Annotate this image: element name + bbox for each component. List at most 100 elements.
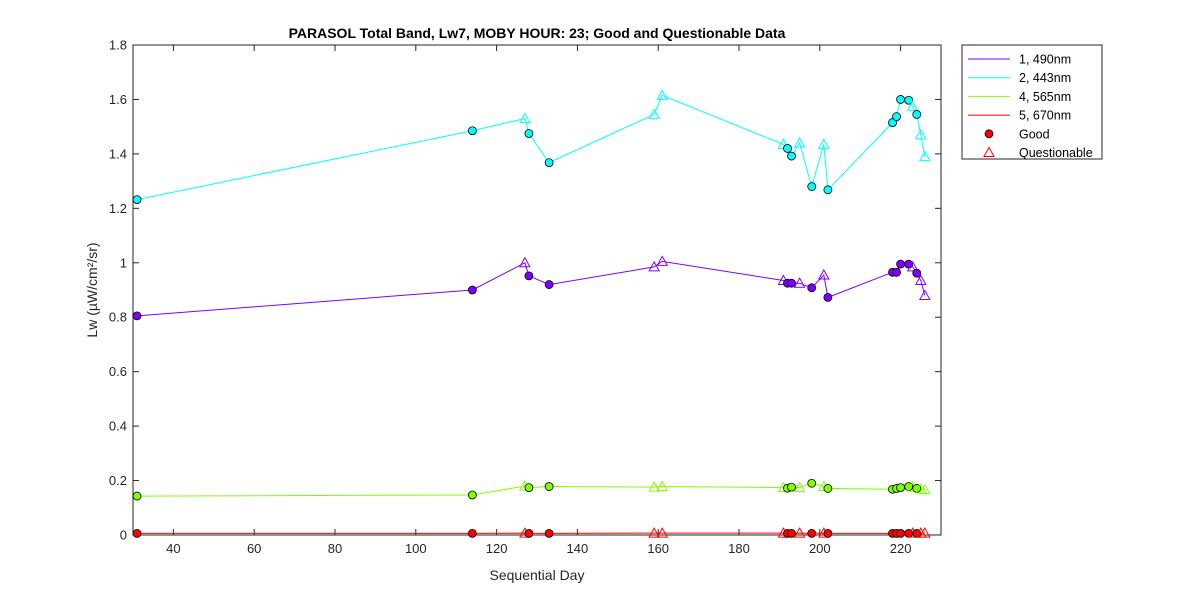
x-tick-label: 120 (486, 541, 508, 556)
good-point (904, 95, 914, 105)
legend-label: 4, 565nm (1019, 90, 1071, 104)
y-tick-label: 1.6 (109, 92, 127, 107)
good-point (524, 528, 534, 538)
x-tick-label: 40 (166, 541, 180, 556)
good-point (524, 483, 534, 493)
questionable-point (918, 527, 931, 538)
good-point (544, 280, 554, 289)
good-point (132, 528, 142, 538)
x-tick-label: 140 (567, 541, 589, 556)
good-point (132, 311, 142, 321)
good-point (896, 259, 905, 269)
good-point (524, 271, 534, 281)
good-point (524, 129, 534, 138)
x-tick-label: 160 (647, 541, 669, 556)
questionable-point (817, 268, 830, 280)
good-point (544, 482, 554, 491)
y-tick-label: 0.6 (109, 364, 127, 379)
questionable-point (906, 260, 919, 272)
y-axis-label: Lw (µW/cm²/sr) (84, 242, 100, 337)
legend-label: 2, 443nm (1019, 71, 1071, 85)
y-tick-label: 0.2 (109, 473, 127, 488)
x-tick-label: 200 (809, 541, 831, 556)
good-point (892, 112, 901, 121)
x-tick-label: 180 (728, 541, 750, 556)
y-tick-label: 1.2 (109, 201, 127, 216)
good-point (823, 484, 833, 493)
x-tick-label: 80 (328, 541, 342, 556)
questionable-point (656, 89, 669, 100)
legend-label: 5, 670nm (1019, 109, 1071, 123)
questionable-point (793, 136, 806, 148)
good-point (823, 185, 833, 195)
questionable-point (519, 112, 531, 123)
chart-title: PARASOL Total Band, Lw7, MOBY HOUR: 23; … (289, 25, 786, 41)
questionable-point (648, 260, 661, 272)
good-point (807, 283, 817, 293)
y-tick-label: 0 (120, 528, 127, 543)
questionable-point (656, 255, 669, 266)
questionable-point (793, 527, 806, 538)
good-point (807, 182, 817, 191)
legend: 1, 490nm 2, 443nm 4, 565nm 5, 670nm Good Ques… (961, 44, 1103, 160)
x-tick-label: 60 (247, 541, 261, 556)
questionable-point (918, 289, 931, 300)
y-tick-label: 1.4 (109, 146, 127, 161)
good-point (892, 267, 901, 277)
questionable-point (918, 483, 931, 495)
good-point (467, 126, 477, 136)
questionable-point (914, 274, 927, 285)
legend-label: Questionable (1019, 146, 1093, 160)
good-point (912, 110, 922, 119)
legend-label: Good (1019, 127, 1050, 141)
good-point (904, 482, 914, 491)
good-point (544, 158, 554, 168)
good-point (807, 528, 817, 538)
x-axis-label: Sequential Day (490, 567, 585, 583)
good-point (912, 484, 922, 493)
questionable-point (914, 128, 927, 140)
good-point (896, 95, 905, 104)
good-point (896, 483, 905, 493)
plot-area: 40 60 80 100 120 140 160 180 200 220 0 0.2 0.4 0.6 0.8… (109, 38, 942, 556)
good-point (896, 528, 905, 538)
good-point (787, 482, 796, 492)
y-tick-label: 0.4 (109, 419, 127, 434)
questionable-point (793, 481, 806, 493)
questionable-point (519, 256, 531, 268)
y-tick-label: 1 (120, 255, 127, 270)
good-point (467, 285, 477, 295)
questionable-point (906, 100, 919, 111)
good-point (787, 528, 796, 538)
good-point (544, 528, 554, 538)
questionable-point (918, 150, 931, 162)
legend-box (961, 44, 1103, 160)
legend-label: 1, 490nm (1019, 53, 1071, 67)
legend-questionable-marker (983, 146, 995, 157)
y-tick-label: 0.8 (109, 310, 127, 325)
good-point (132, 491, 142, 501)
good-point (783, 144, 792, 153)
good-point (807, 478, 817, 488)
questionable-point (656, 527, 669, 538)
good-point (467, 528, 477, 538)
good-point (787, 278, 796, 288)
questionable-point (817, 138, 830, 149)
good-point (467, 490, 477, 500)
good-point (787, 151, 796, 161)
questionable-point (648, 108, 661, 119)
good-point (912, 268, 922, 278)
y-tick-label: 1.8 (109, 38, 127, 53)
questionable-point (648, 527, 661, 538)
questionable-point (793, 277, 806, 288)
x-tick-label: 100 (405, 541, 427, 556)
good-point (888, 118, 897, 127)
questionable-point (656, 480, 669, 492)
x-tick-label: 220 (890, 541, 912, 556)
good-point (132, 195, 142, 205)
good-point (823, 292, 833, 302)
legend-good-marker (984, 129, 994, 139)
questionable-point (648, 481, 661, 492)
axes-box (132, 44, 942, 536)
